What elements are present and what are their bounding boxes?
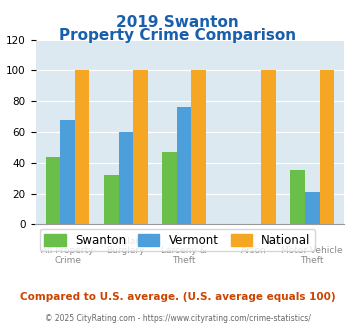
Bar [60, 120, 75, 224]
Bar [320, 70, 334, 224]
Text: Property Crime Comparison: Property Crime Comparison [59, 28, 296, 43]
Bar [191, 70, 206, 224]
Text: 2019 Swanton: 2019 Swanton [116, 15, 239, 30]
Bar [104, 175, 119, 224]
Bar [133, 70, 148, 224]
Bar [305, 192, 320, 224]
Text: Compared to U.S. average. (U.S. average equals 100): Compared to U.S. average. (U.S. average … [20, 292, 335, 302]
Bar [290, 171, 305, 224]
Text: Motor Vehicle
Theft: Motor Vehicle Theft [282, 246, 343, 265]
Text: Arson: Arson [270, 237, 296, 246]
Text: Burglary: Burglary [106, 246, 145, 255]
Bar [177, 107, 191, 224]
Text: Burglary: Burglary [106, 237, 145, 246]
Text: © 2025 CityRating.com - https://www.cityrating.com/crime-statistics/: © 2025 CityRating.com - https://www.city… [45, 314, 310, 323]
Text: All Property
Crime: All Property Crime [41, 246, 94, 265]
Bar [261, 70, 276, 224]
Text: Arson: Arson [241, 246, 267, 255]
Text: Larceny &
Theft: Larceny & Theft [161, 246, 207, 265]
Bar [162, 152, 177, 224]
Bar [46, 157, 60, 224]
Bar [75, 70, 89, 224]
Legend: Swanton, Vermont, National: Swanton, Vermont, National [40, 229, 315, 251]
Bar [119, 132, 133, 224]
